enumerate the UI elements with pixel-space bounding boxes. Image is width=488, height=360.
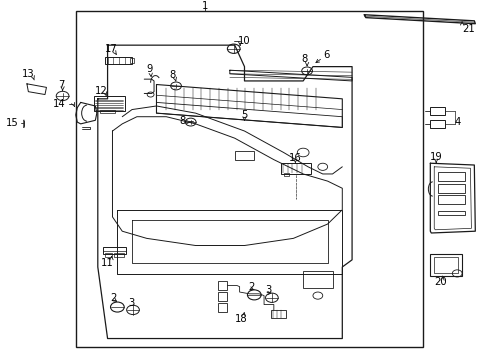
Text: 16: 16 (288, 153, 301, 162)
Text: 11: 11 (101, 258, 114, 268)
Text: 8: 8 (169, 70, 175, 80)
Text: 12: 12 (95, 86, 108, 96)
Text: 6: 6 (323, 50, 329, 60)
Bar (271, 310, 285, 318)
Bar (102, 247, 126, 255)
Bar (76, 11, 422, 347)
Bar (217, 303, 227, 312)
Bar (114, 253, 123, 257)
Bar (429, 120, 444, 128)
Bar (437, 211, 464, 216)
Text: 21: 21 (461, 24, 474, 34)
Bar (437, 172, 464, 181)
Bar (437, 184, 464, 193)
Bar (129, 58, 134, 63)
Bar (217, 281, 227, 290)
Bar (217, 292, 227, 301)
Text: 4: 4 (453, 117, 459, 127)
Bar (429, 107, 444, 115)
Bar (429, 255, 461, 276)
Text: 1: 1 (202, 1, 208, 11)
Text: 7: 7 (58, 80, 64, 90)
Bar (303, 271, 332, 288)
Bar (100, 110, 115, 113)
Text: 17: 17 (105, 44, 118, 54)
Bar (281, 163, 310, 174)
Text: 18: 18 (234, 314, 247, 324)
Bar (105, 57, 132, 64)
Text: 13: 13 (22, 69, 35, 79)
Text: 19: 19 (429, 152, 442, 162)
Text: 10: 10 (238, 36, 250, 46)
Text: 2: 2 (110, 293, 117, 303)
Bar (94, 96, 124, 111)
Text: 3: 3 (264, 285, 270, 295)
Bar (437, 195, 464, 204)
Text: 20: 20 (433, 277, 446, 287)
Text: 8: 8 (301, 54, 306, 64)
Bar (433, 257, 457, 273)
Text: 14: 14 (53, 99, 66, 109)
Bar (283, 173, 288, 176)
Bar (234, 151, 254, 159)
Text: 5: 5 (241, 109, 247, 120)
Text: 9: 9 (145, 64, 152, 75)
Text: 15: 15 (6, 118, 19, 128)
Text: 8: 8 (180, 116, 185, 126)
Text: 3: 3 (128, 298, 134, 308)
Bar (105, 253, 112, 257)
Text: 2: 2 (247, 282, 254, 292)
